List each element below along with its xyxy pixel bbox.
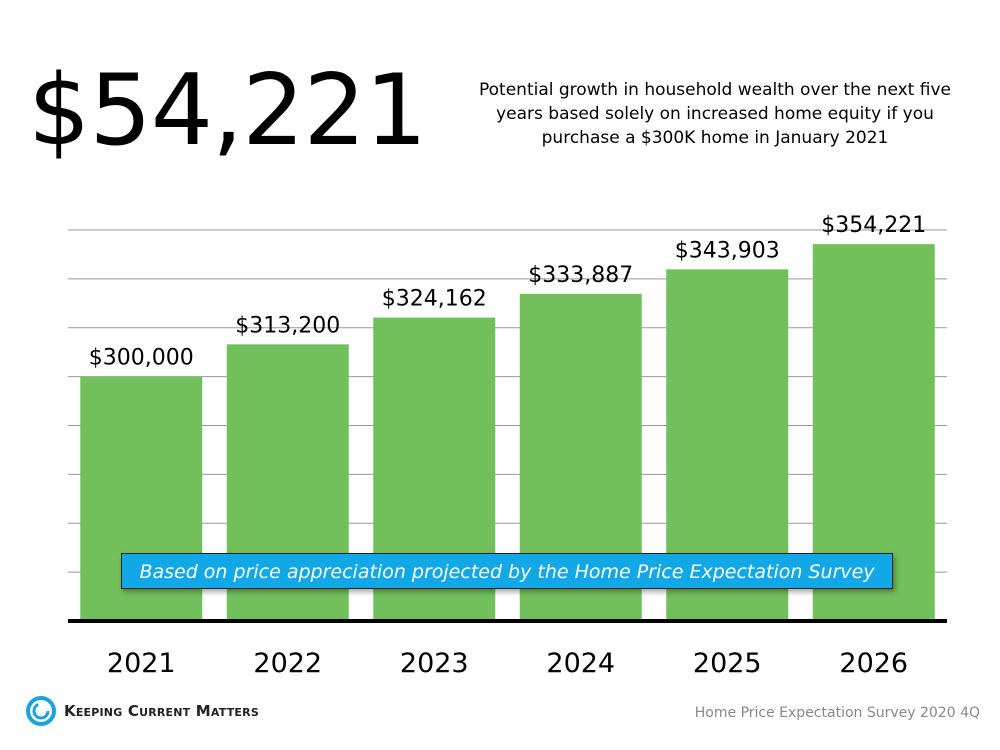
source-citation: Home Price Expectation Survey 2020 4Q (694, 705, 980, 721)
data-label-2022: $313,200 (235, 313, 340, 338)
data-label-2023: $324,162 (382, 287, 487, 312)
x-tick-label-2021: 2021 (107, 648, 176, 679)
data-label-2021: $300,000 (89, 346, 194, 371)
x-tick-label-2025: 2025 (693, 648, 762, 679)
data-label-2025: $343,903 (675, 238, 780, 263)
logo-text: Keeping Current Matters (64, 702, 259, 720)
x-tick-label-2024: 2024 (546, 648, 615, 679)
data-label-2026: $354,221 (821, 213, 926, 238)
spiral-logo-icon (26, 696, 56, 726)
source-note-banner: Based on price appreciation projected by… (121, 553, 893, 589)
x-tick-label-2022: 2022 (253, 648, 322, 679)
x-tick-label-2023: 2023 (400, 648, 469, 679)
x-tick-label-2026: 2026 (839, 648, 908, 679)
subtitle: Potential growth in household wealth ove… (479, 80, 951, 148)
headline-amount: $54,221 (28, 54, 427, 168)
data-label-2024: $333,887 (528, 263, 633, 288)
logo: Keeping Current Matters (26, 696, 259, 726)
